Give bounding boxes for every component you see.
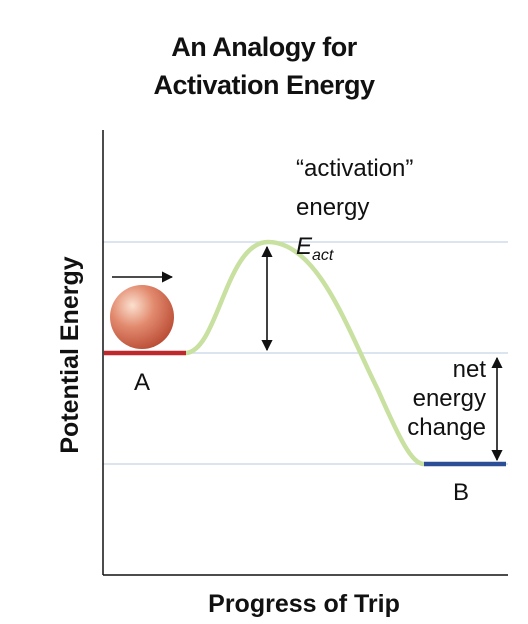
title-line2: Activation Energy xyxy=(153,70,375,100)
activation-label-line2: energy xyxy=(296,194,369,221)
net-label-line1: net xyxy=(453,356,487,383)
title-line1: An Analogy for xyxy=(171,32,357,62)
ball-icon xyxy=(110,285,174,349)
state-b-label: B xyxy=(453,479,469,506)
state-a-label: A xyxy=(134,369,150,396)
eact-symbol: E xyxy=(296,233,313,260)
net-label-line2: energy xyxy=(413,385,486,412)
eact-subscript: act xyxy=(312,247,334,264)
energy-curve xyxy=(183,239,427,467)
y-axis-label: Potential Energy xyxy=(56,256,84,453)
activation-label-line1: “activation” xyxy=(296,155,413,182)
x-axis-label: Progress of Trip xyxy=(208,590,400,618)
net-label-line3: change xyxy=(407,414,486,441)
eact-label: Eact xyxy=(296,233,334,264)
